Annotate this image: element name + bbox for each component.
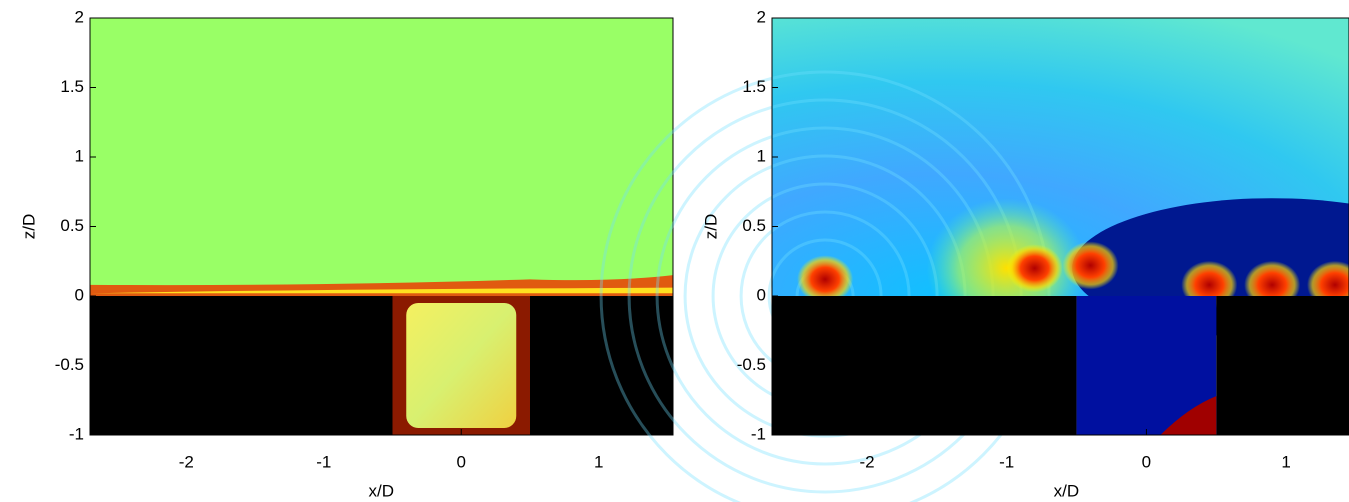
plot-field (599, 18, 1349, 502)
y-tick-label: 1.5 (742, 77, 766, 96)
y-axis-label: z/D (19, 214, 38, 240)
x-tick-label: -1 (999, 452, 1014, 471)
wall (90, 296, 393, 435)
x-axis-label: x/D (1054, 481, 1080, 500)
x-tick-label: 1 (594, 452, 603, 471)
x-tick-label: -2 (179, 452, 194, 471)
x-tick-label: 1 (1281, 452, 1290, 471)
plot-field (90, 18, 673, 435)
y-tick-label: 2 (757, 7, 766, 26)
y-tick-label: 0.5 (742, 216, 766, 235)
x-tick-label: -1 (316, 452, 331, 471)
y-tick-label: 0 (757, 285, 766, 304)
y-tick-label: -1 (69, 424, 84, 443)
wall (772, 296, 1077, 435)
y-tick-label: 1.5 (60, 77, 84, 96)
hot-spot (1062, 241, 1119, 290)
shear-layer-light (90, 287, 673, 294)
y-tick-label: -0.5 (55, 355, 84, 374)
y-tick-label: 0.5 (60, 216, 84, 235)
hot-spot (1006, 244, 1063, 293)
y-tick-label: -0.5 (737, 355, 766, 374)
x-tick-label: 0 (1142, 452, 1151, 471)
x-axis-label: x/D (369, 481, 395, 500)
cavity-hot (1160, 396, 1217, 435)
wall (530, 296, 673, 435)
y-tick-label: 0 (75, 285, 84, 304)
y-tick-label: 1 (75, 146, 84, 165)
y-tick-label: 2 (75, 7, 84, 26)
y-tick-label: -1 (751, 424, 766, 443)
y-tick-label: 1 (757, 146, 766, 165)
y-axis-label: z/D (701, 214, 720, 240)
hot-spot (797, 255, 854, 304)
field (90, 18, 673, 296)
cavity-core (406, 302, 517, 429)
x-tick-label: -2 (859, 452, 874, 471)
x-tick-label: 0 (457, 452, 466, 471)
wall (1216, 296, 1349, 435)
